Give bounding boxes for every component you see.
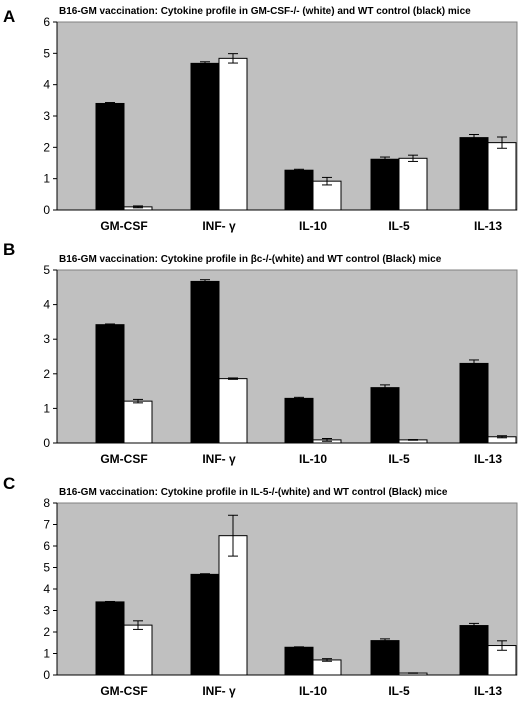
x-category-label: INF- γ	[202, 219, 236, 233]
y-tick-label: 1	[43, 172, 50, 186]
x-category-label: GM-CSF	[100, 684, 147, 698]
x-category-label: INF- γ	[202, 452, 236, 466]
bar-series-1	[190, 573, 220, 676]
x-category-label: IL-5	[388, 452, 410, 466]
y-tick-label: 3	[43, 109, 50, 123]
bar-series-1	[459, 137, 489, 211]
bar-series-2	[218, 378, 248, 444]
bar-series-1	[190, 280, 220, 444]
bar-series-1	[95, 324, 125, 444]
panel-letter: C	[3, 474, 15, 493]
x-category-label: IL-5	[388, 219, 410, 233]
y-tick-label: 5	[43, 46, 50, 60]
y-tick-label: 0	[43, 668, 50, 682]
bar-series-1	[284, 169, 314, 211]
y-tick-label: 0	[43, 436, 50, 450]
bar-series-1	[459, 625, 489, 676]
bar-series-2	[123, 624, 153, 676]
bar-series-1	[95, 601, 125, 676]
x-category-label: GM-CSF	[100, 452, 147, 466]
bar-series-2	[487, 142, 517, 211]
y-tick-label: 2	[43, 140, 50, 154]
bar-series-1	[370, 387, 400, 444]
bar-series-2	[312, 180, 342, 211]
chart-title: B16-GM vaccination: Cytokine profile in …	[59, 487, 448, 498]
y-tick-label: 4	[43, 298, 50, 312]
bar-series-1	[190, 62, 220, 211]
chart-title: B16-GM vaccination: Cytokine profile in …	[59, 254, 442, 265]
y-tick-label: 0	[43, 203, 50, 217]
bar-series-2	[312, 659, 342, 676]
bar-series-2	[123, 400, 153, 444]
x-category-label: IL-13	[474, 219, 502, 233]
bar-series-1	[284, 397, 314, 444]
bar-series-1	[370, 640, 400, 676]
chart-panel-a: A B16-GM vaccination: Cytokine profile in…	[3, 6, 518, 233]
x-category-label: IL-13	[474, 684, 502, 698]
bar-series-1	[284, 646, 314, 676]
bar-series-1	[459, 362, 489, 444]
y-tick-label: 7	[43, 518, 50, 532]
y-tick-label: 5	[43, 561, 50, 575]
bar-series-1	[95, 102, 125, 211]
bar-series-1	[370, 158, 400, 211]
y-tick-label: 3	[43, 332, 50, 346]
chart-panel-b: B B16-GM vaccination: Cytokine profile in…	[3, 240, 518, 466]
x-category-label: GM-CSF	[100, 219, 147, 233]
y-tick-label: 6	[43, 539, 50, 553]
panel-letter: A	[3, 7, 15, 26]
x-category-label: INF- γ	[202, 684, 236, 698]
bar-series-2	[218, 57, 248, 211]
y-tick-label: 5	[43, 263, 50, 277]
bar-series-2	[218, 535, 248, 676]
y-tick-label: 3	[43, 604, 50, 618]
x-category-label: IL-13	[474, 452, 502, 466]
y-tick-label: 8	[43, 496, 50, 510]
y-tick-label: 2	[43, 625, 50, 639]
chart-title: B16-GM vaccination: Cytokine profile in …	[59, 6, 471, 17]
panel-letter: B	[3, 240, 15, 259]
y-tick-label: 6	[43, 15, 50, 29]
y-tick-label: 4	[43, 78, 50, 92]
y-tick-label: 4	[43, 582, 50, 596]
x-category-label: IL-10	[299, 684, 327, 698]
chart-panel-c: C B16-GM vaccination: Cytokine profile in…	[3, 474, 518, 698]
x-category-label: IL-5	[388, 684, 410, 698]
y-tick-label: 1	[43, 401, 50, 415]
y-tick-label: 2	[43, 367, 50, 381]
y-tick-label: 1	[43, 647, 50, 661]
bar-series-2	[398, 157, 428, 211]
x-category-label: IL-10	[299, 452, 327, 466]
x-category-label: IL-10	[299, 219, 327, 233]
